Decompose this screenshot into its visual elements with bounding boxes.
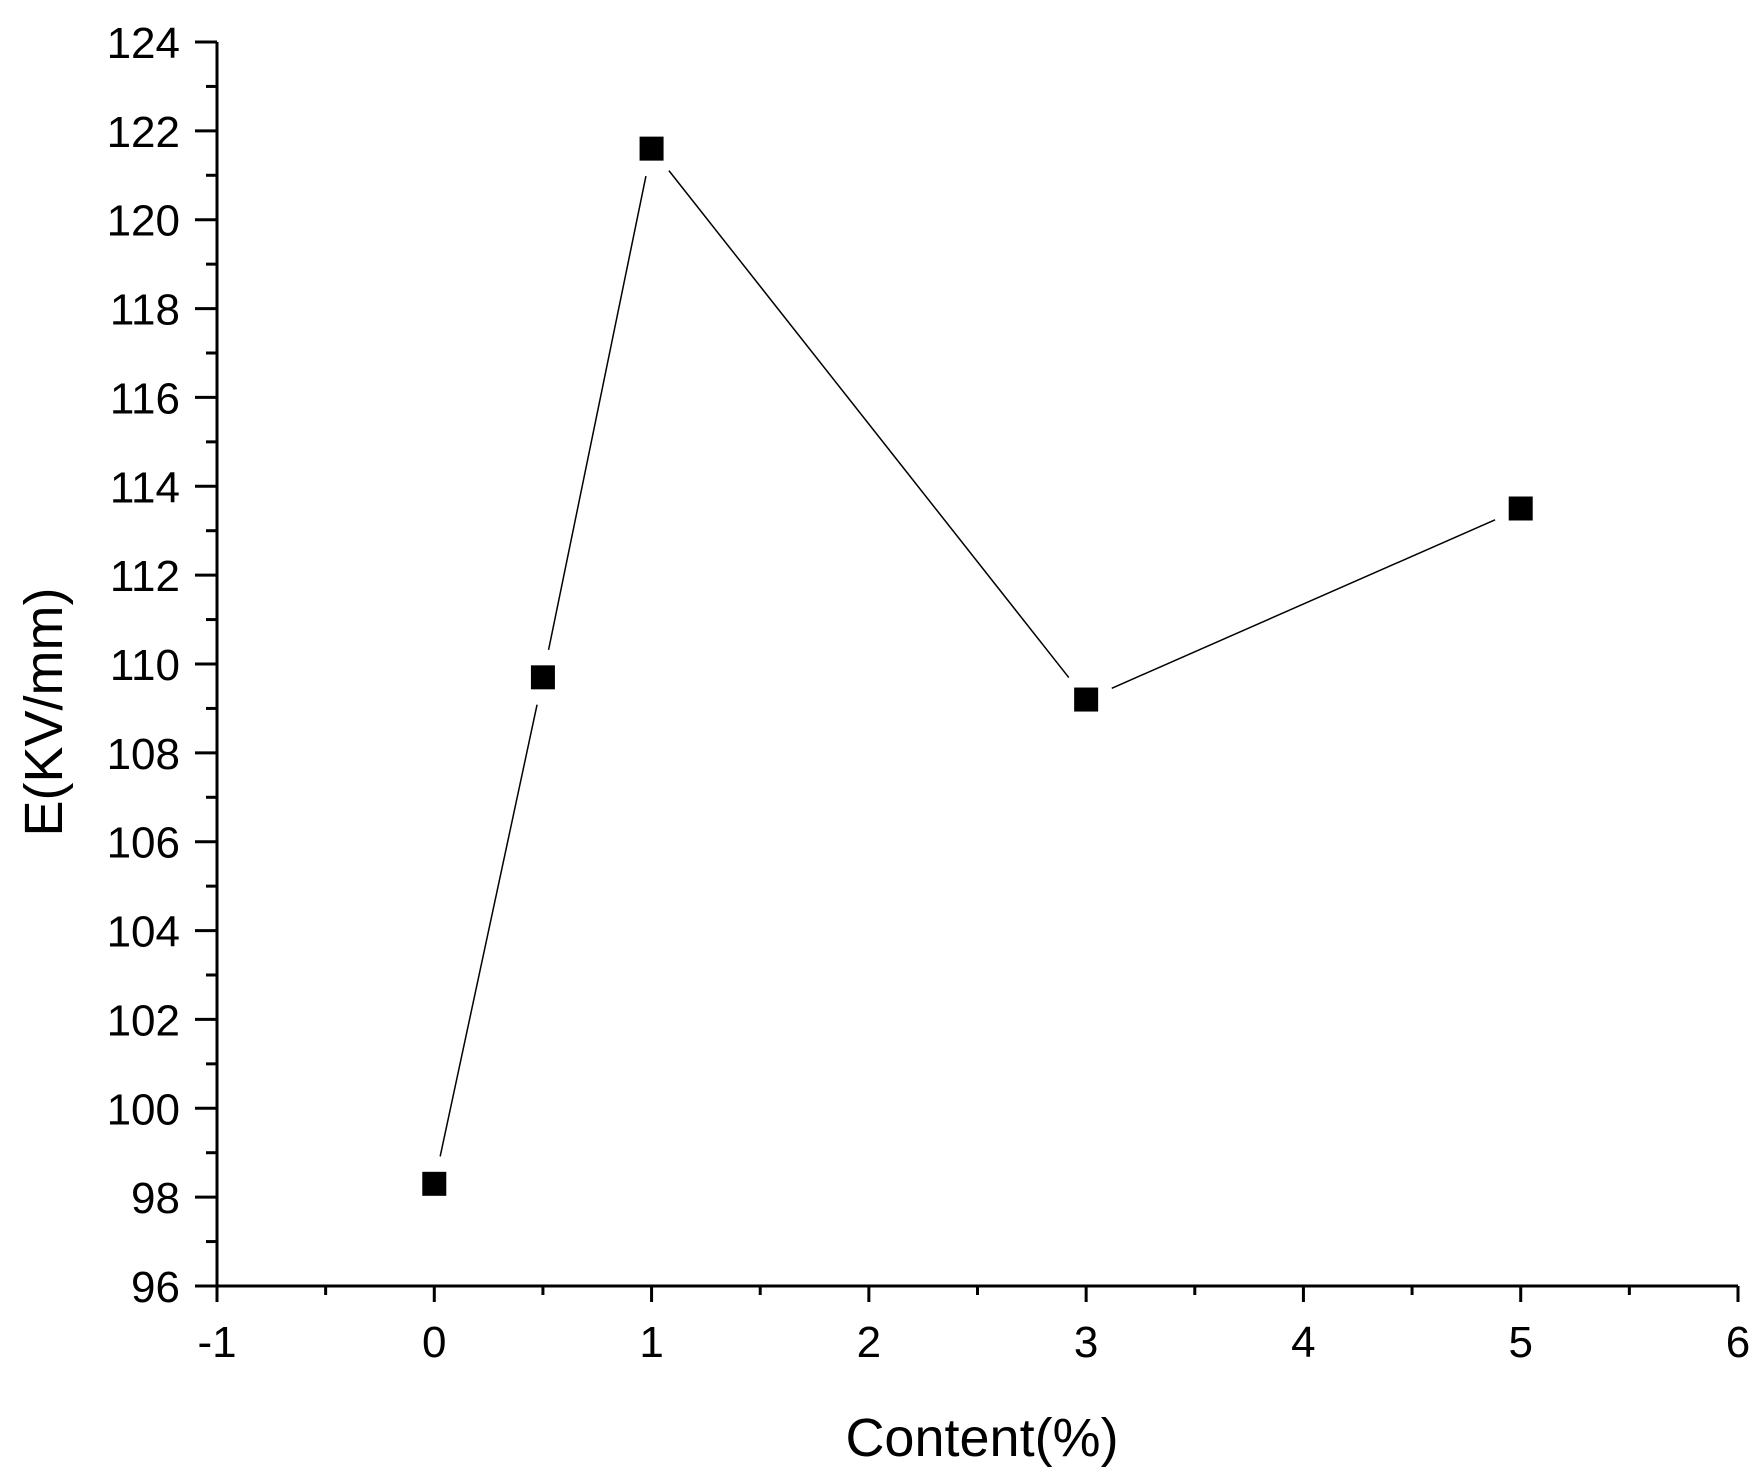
series-line-segment	[439, 704, 538, 1157]
y-tick-label: 118	[110, 286, 180, 335]
series-line-segment	[1111, 519, 1496, 689]
series-marker-group	[422, 136, 1533, 1196]
series-line-segment	[668, 170, 1070, 679]
y-tick-label: 110	[110, 641, 180, 690]
data-point-marker	[639, 136, 664, 161]
y-axis-title: E(KV/mm)	[14, 588, 74, 837]
x-tick-label: -1	[197, 1318, 236, 1367]
y-tick-label: 120	[107, 197, 180, 246]
x-tick-label: 1	[639, 1318, 663, 1367]
data-point-marker	[1508, 496, 1533, 521]
x-tick-label: 6	[1726, 1318, 1750, 1367]
y-tick-label: 100	[107, 1085, 180, 1134]
y-tick-label: 96	[131, 1263, 180, 1312]
x-axis-ticks: -1 0 1 2 3 4 5 6	[197, 1286, 1750, 1367]
data-point-marker	[530, 665, 555, 690]
y-tick-label: 112	[110, 552, 180, 601]
series-line-segment	[547, 175, 647, 651]
x-tick-label: 2	[857, 1318, 881, 1367]
y-tick-label: 102	[107, 996, 180, 1045]
y-tick-label: 106	[107, 819, 180, 868]
series-line-group	[439, 170, 1496, 1157]
y-tick-label: 104	[107, 908, 180, 957]
x-tick-label: 4	[1291, 1318, 1315, 1367]
y-tick-label: 108	[107, 730, 180, 779]
x-tick-label: 3	[1074, 1318, 1098, 1367]
data-point-marker	[422, 1171, 447, 1196]
y-tick-label: 98	[131, 1174, 180, 1223]
y-axis-ticks: 96 98 100 102 104 106 108 110 112 114 116 118 120 122…	[107, 19, 217, 1312]
y-tick-label: 124	[107, 19, 180, 68]
y-tick-label: 122	[107, 108, 180, 157]
y-tick-label: 116	[110, 374, 180, 423]
data-point-marker	[1074, 687, 1099, 712]
x-axis-title: Content(%)	[845, 1408, 1118, 1468]
x-tick-label: 0	[422, 1318, 446, 1367]
chart-axes	[215, 42, 1738, 1288]
y-tick-label: 114	[110, 463, 180, 512]
x-tick-label: 5	[1508, 1318, 1532, 1367]
